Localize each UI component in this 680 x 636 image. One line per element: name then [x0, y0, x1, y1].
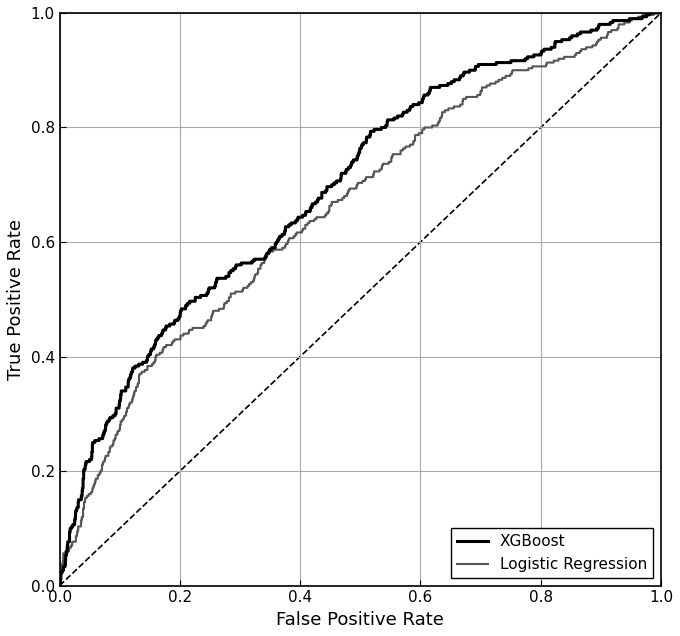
XGBoost	[56, 582, 64, 590]
Logistic Regression	[253, 271, 261, 279]
XGBoost	[358, 142, 366, 150]
Legend: XGBoost, Logistic Regression: XGBoost, Logistic Regression	[451, 528, 653, 578]
XGBoost	[645, 9, 653, 17]
Logistic Regression	[649, 9, 658, 17]
Line: Logistic Regression: Logistic Regression	[60, 13, 661, 586]
X-axis label: False Positive Rate: False Positive Rate	[276, 611, 444, 629]
XGBoost	[523, 55, 531, 62]
Logistic Regression	[273, 246, 282, 254]
Line: XGBoost: XGBoost	[60, 13, 661, 586]
XGBoost	[590, 26, 598, 34]
Logistic Regression	[524, 64, 532, 72]
Logistic Regression	[592, 39, 600, 47]
Logistic Regression	[56, 582, 64, 590]
XGBoost	[272, 238, 280, 246]
Logistic Regression	[259, 259, 267, 267]
Logistic Regression	[657, 9, 665, 17]
XGBoost	[258, 256, 267, 263]
XGBoost	[251, 256, 259, 263]
Logistic Regression	[362, 173, 371, 181]
XGBoost	[657, 9, 665, 17]
Y-axis label: True Positive Rate: True Positive Rate	[7, 219, 25, 380]
